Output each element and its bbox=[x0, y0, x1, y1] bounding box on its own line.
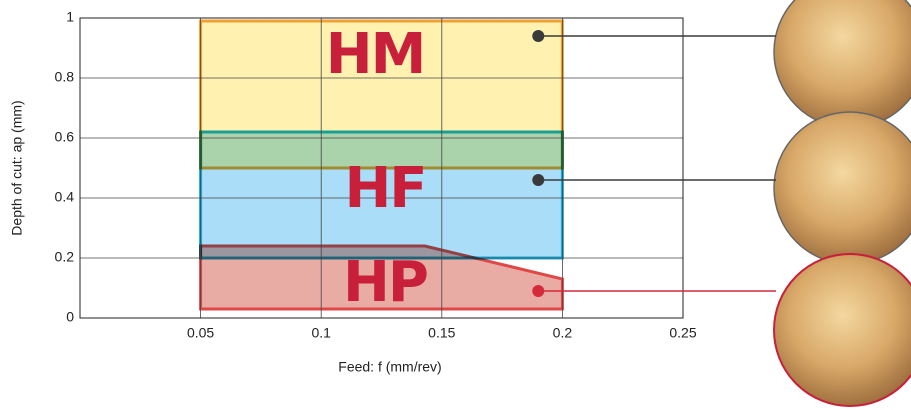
inset-photo bbox=[773, 253, 911, 407]
y-tick-label: 0.8 bbox=[55, 69, 75, 85]
x-tick-label: 0.2 bbox=[553, 325, 573, 341]
marker bbox=[532, 30, 545, 42]
y-tick-label: 0.2 bbox=[55, 249, 75, 265]
y-tick-label: 1 bbox=[66, 9, 74, 25]
inset-photo bbox=[773, 111, 911, 265]
x-tick-label: 0.25 bbox=[669, 325, 696, 341]
x-tick-label: 0.15 bbox=[428, 325, 455, 341]
plot-frame bbox=[79, 17, 684, 319]
region-label: HM bbox=[326, 22, 425, 87]
x-tick-label: 0.1 bbox=[311, 325, 331, 341]
region-label: HF bbox=[344, 156, 425, 221]
marker bbox=[532, 174, 545, 186]
insets bbox=[773, 0, 911, 407]
marker bbox=[532, 285, 545, 297]
y-axis-label: Depth of cut: ap (mm) bbox=[9, 100, 25, 235]
x-axis-label: Feed: f (mm/rev) bbox=[338, 359, 441, 375]
y-tick-label: 0.4 bbox=[55, 189, 75, 205]
region-label: HP bbox=[343, 250, 427, 315]
inset-photo bbox=[773, 0, 911, 129]
axes: 0 0.2 0.4 0.6 0.8 1 0.05 0.1 0.15 0.2 0.25 bbox=[55, 9, 697, 341]
x-tick-label: 0.05 bbox=[187, 325, 214, 341]
y-tick-label: 0.6 bbox=[55, 129, 75, 145]
y-tick-label: 0 bbox=[66, 309, 74, 325]
